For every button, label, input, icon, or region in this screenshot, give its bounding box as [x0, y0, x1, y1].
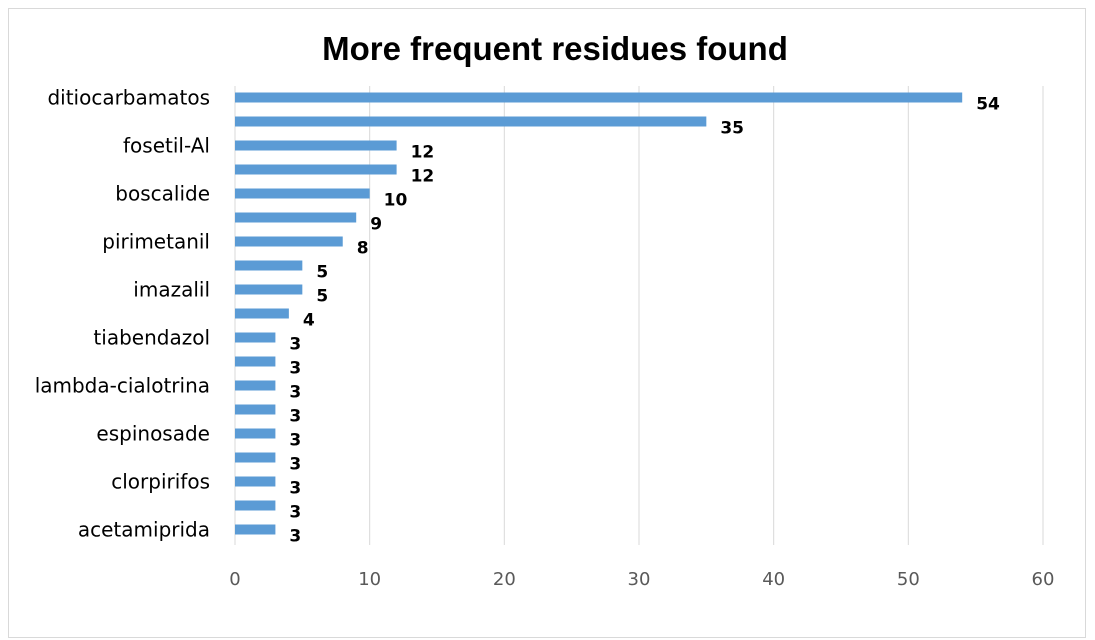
data-label: 3	[289, 359, 301, 379]
bar	[235, 236, 343, 247]
x-tick-label: 40	[762, 569, 785, 590]
data-label: 3	[289, 479, 301, 499]
bar	[235, 332, 276, 343]
category-label: espinosade	[96, 422, 210, 446]
chart-title: More frequent residues found	[322, 30, 788, 67]
bar	[235, 500, 276, 511]
data-label: 3	[289, 383, 301, 403]
bar	[235, 476, 276, 487]
x-tick-label: 10	[358, 569, 381, 590]
data-label: 35	[720, 119, 744, 139]
x-tick-label: 50	[897, 569, 920, 590]
bar	[235, 212, 357, 223]
bar	[235, 452, 276, 463]
data-label: 8	[357, 239, 369, 259]
bar	[235, 92, 963, 103]
category-label: clorpirifos	[111, 470, 210, 494]
bar	[235, 404, 276, 415]
category-label: imazalil	[133, 278, 210, 302]
x-tick-label: 60	[1032, 569, 1055, 590]
bar	[235, 140, 397, 151]
data-label: 12	[411, 167, 435, 187]
bar	[235, 284, 303, 295]
category-label: acetamiprida	[78, 518, 210, 542]
data-label: 3	[289, 407, 301, 427]
category-label: tiabendazol	[93, 326, 210, 350]
data-label: 3	[289, 431, 301, 451]
data-label: 5	[316, 287, 328, 307]
data-label: 12	[411, 143, 435, 163]
bar	[235, 380, 276, 391]
x-tick-label: 0	[229, 569, 240, 590]
data-label: 5	[316, 263, 328, 283]
data-label: 3	[289, 527, 301, 547]
data-label: 3	[289, 503, 301, 523]
x-tick-label: 30	[628, 569, 651, 590]
bar	[235, 524, 276, 535]
category-label: fosetil-Al	[123, 134, 210, 158]
x-tick-label: 20	[493, 569, 516, 590]
data-label: 10	[384, 191, 408, 211]
chart-frame	[8, 8, 1086, 638]
data-label: 9	[370, 215, 382, 235]
bar	[235, 188, 370, 199]
data-label: 4	[303, 311, 315, 331]
bar	[235, 164, 397, 175]
bar	[235, 356, 276, 367]
data-label: 54	[976, 95, 1000, 115]
bar	[235, 116, 707, 127]
category-label: boscalide	[115, 182, 210, 206]
category-label: lambda-cialotrina	[35, 374, 210, 398]
data-label: 3	[289, 455, 301, 475]
data-label: 3	[289, 335, 301, 355]
category-label: pirimetanil	[102, 230, 210, 254]
bar	[235, 260, 303, 271]
bar	[235, 428, 276, 439]
category-label: ditiocarbamatos	[47, 86, 210, 110]
bar	[235, 308, 289, 319]
